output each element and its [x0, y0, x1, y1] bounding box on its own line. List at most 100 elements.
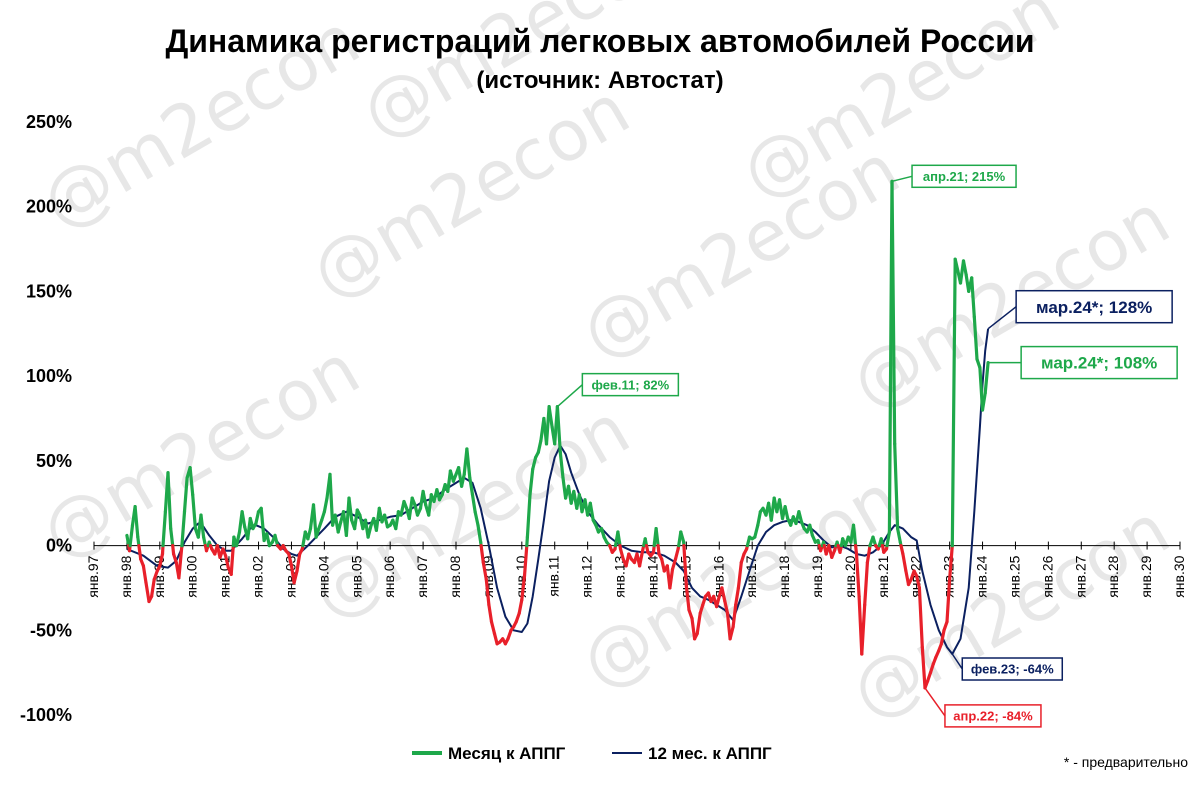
y-tick-label: 200%	[26, 197, 72, 217]
series-month-segment	[668, 567, 675, 590]
series-month-segment	[723, 599, 730, 615]
x-tick-label: янв.02	[250, 555, 266, 597]
x-tick-label: янв.27	[1072, 555, 1088, 597]
annotation-leader	[556, 384, 583, 408]
annotation-label: мар.24*; 128%	[1036, 298, 1152, 317]
series-month-segment	[939, 628, 946, 646]
x-tick-label: янв.00	[184, 555, 200, 597]
series-month-segment	[522, 543, 529, 578]
series-month-segment	[890, 179, 897, 446]
x-tick-label: янв.01	[217, 555, 233, 597]
series-month-segment	[854, 552, 861, 599]
series-month-segment	[489, 620, 497, 636]
series-month-segment	[736, 560, 743, 590]
series-month-segment	[588, 501, 595, 522]
series-month-segment	[728, 625, 735, 641]
series-month-segment	[470, 493, 477, 514]
series-month-segment	[287, 552, 294, 568]
series-month-segment	[616, 530, 622, 548]
series-month-segment	[128, 523, 135, 548]
x-tick-label: янв.12	[579, 555, 595, 597]
series-month-segment	[731, 603, 738, 629]
series-month-segment	[695, 611, 702, 636]
series-month-segment	[383, 513, 390, 529]
series-month-segment	[970, 276, 976, 319]
series-month-segment	[863, 560, 870, 607]
watermark-text: @m2econ	[28, 328, 373, 575]
chart-subtitle: (источник: Автостат)	[476, 67, 723, 94]
chart-title: Динамика регистраций легковых автомобиле…	[165, 23, 1034, 59]
series-month-segment	[673, 547, 680, 561]
x-tick-label: янв.11	[546, 555, 562, 596]
annotation-box	[1020, 345, 1178, 380]
annotation-box	[961, 657, 1064, 681]
annotation-leader	[924, 687, 946, 717]
x-tick-label: янв.21	[875, 555, 891, 597]
series-month-segment	[125, 533, 131, 548]
series-month-segment	[487, 603, 494, 624]
series-month-segment	[484, 577, 491, 607]
series-month-segment	[525, 493, 532, 539]
series-month-segment	[682, 543, 689, 588]
series-month-segment	[199, 513, 206, 539]
series-month-segment	[311, 503, 318, 539]
series-month-segment	[492, 632, 499, 646]
series-month-segment	[520, 574, 527, 602]
annotation-box	[911, 164, 1017, 189]
series-month-segment	[865, 543, 872, 565]
x-tick-label: янв.26	[1039, 555, 1055, 597]
series-month-segment	[720, 586, 727, 604]
series-month-segment	[182, 476, 189, 514]
annotation-label: фев.11; 82%	[591, 377, 669, 392]
series-month-segment	[353, 508, 359, 531]
series-month-segment	[679, 530, 686, 544]
y-tick-label: 0%	[46, 536, 72, 556]
y-tick-label: 150%	[26, 281, 72, 301]
series-month-segment	[161, 510, 167, 548]
series-month-segment	[177, 543, 184, 580]
x-tick-label: янв.14	[644, 555, 660, 597]
y-tick-label: 250%	[26, 112, 72, 132]
x-tick-label: янв.13	[612, 555, 628, 597]
series-layer	[125, 179, 990, 690]
series-month-segment	[947, 543, 954, 582]
series-month-segment	[366, 523, 373, 539]
watermark-layer: @m2econ@m2econ@m2econ@m2econ@m2econ@m2ec…	[28, 0, 1183, 735]
series-month-segment	[254, 510, 261, 526]
annotation-leader	[987, 306, 1017, 330]
x-tick-label: янв.25	[1006, 555, 1022, 597]
series-month-segment	[531, 455, 538, 471]
series-month-segment	[141, 564, 148, 585]
series-month-segment	[517, 598, 524, 615]
series-month-segment	[481, 560, 488, 582]
x-tick-label: янв.30	[1171, 555, 1187, 597]
series-month-segment	[797, 510, 804, 524]
series-month-segment	[945, 577, 952, 624]
series-month-segment	[670, 557, 678, 571]
series-month-segment	[860, 603, 867, 656]
series-month-segment	[273, 533, 280, 548]
x-tick-label: янв.17	[743, 555, 759, 597]
series-month-segment	[460, 472, 466, 488]
series-month-segment	[654, 526, 660, 548]
annotation-label: мар.24*; 108%	[1041, 354, 1157, 373]
series-month-segment	[465, 447, 472, 480]
x-tick-label: янв.24	[974, 555, 990, 597]
series-month-segment	[950, 257, 957, 548]
series-month-segment	[347, 496, 354, 522]
series-month-segment	[783, 505, 790, 521]
series-month-segment	[893, 442, 900, 531]
series-month-segment	[684, 584, 691, 612]
x-tick-label: янв.03	[282, 555, 298, 597]
y-tick-label: 100%	[26, 366, 72, 386]
annotation-box	[944, 704, 1042, 728]
series-month-segment	[917, 586, 924, 649]
y-axis: 250% 200% 150% 100% 50% 0% -50% -100%	[20, 112, 72, 725]
x-tick-label: янв.07	[414, 555, 430, 597]
series-month-segment	[224, 554, 230, 570]
series-month-segment	[920, 645, 927, 690]
series-month-segment	[394, 510, 400, 531]
series-month-segment	[528, 467, 535, 497]
